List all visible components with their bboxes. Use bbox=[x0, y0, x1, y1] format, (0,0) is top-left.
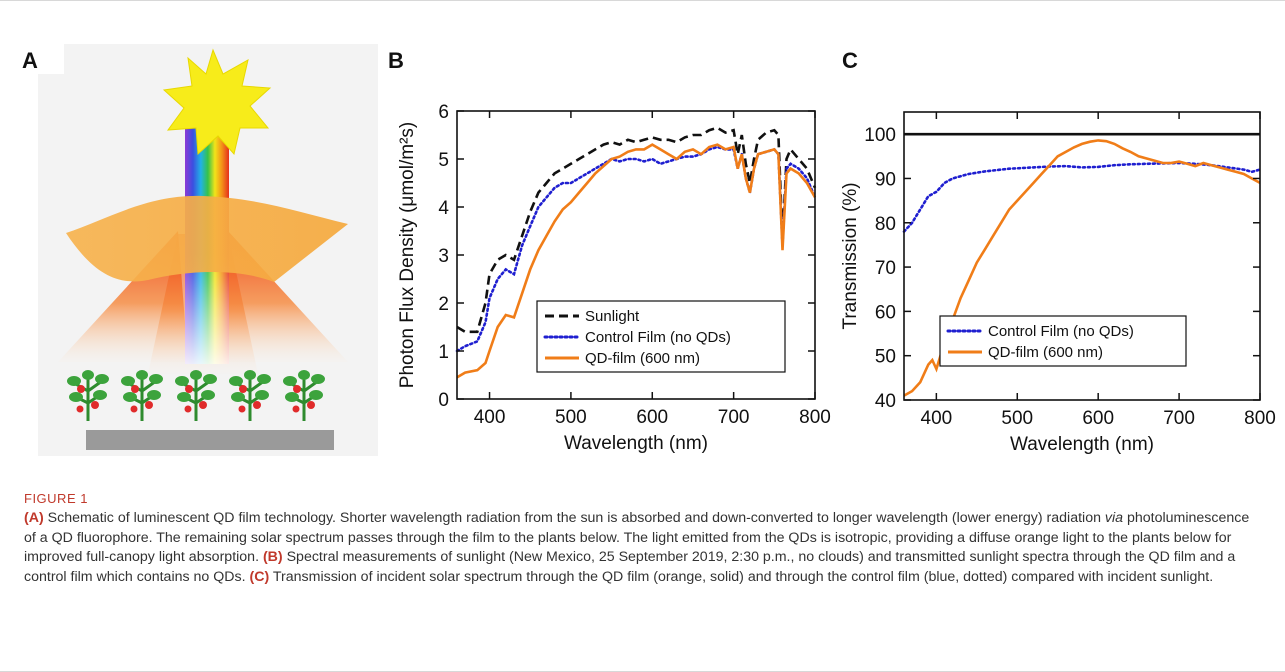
y-tick-label: 6 bbox=[438, 102, 449, 123]
x-tick-label: 400 bbox=[921, 408, 953, 429]
panel-c-letter: C bbox=[842, 48, 858, 73]
x-tick-label: 800 bbox=[1244, 408, 1276, 429]
top-divider bbox=[0, 0, 1285, 1]
tomato-plant-icon bbox=[67, 368, 327, 423]
transmission-chart: 400 500 600 700 800 40 50 60 70 80 90 100 Wavelength… bbox=[840, 111, 1276, 455]
panel-b-letter: B bbox=[388, 48, 404, 73]
x-tick-label: 800 bbox=[799, 407, 831, 428]
panel-a-letter: A bbox=[22, 48, 38, 73]
series-line bbox=[456, 143, 817, 379]
y-tick-label: 90 bbox=[875, 169, 896, 190]
y-tick-label: 2 bbox=[438, 294, 449, 315]
caption-a-text: Schematic of luminescent QD film technol… bbox=[43, 510, 1105, 526]
y-tick-label: 60 bbox=[875, 302, 896, 323]
legend-label: Control Film (no QDs) bbox=[585, 329, 731, 346]
caption-b-tag: (B) bbox=[262, 549, 283, 566]
caption-c-text: Transmission of incident solar spectrum … bbox=[269, 568, 1214, 585]
y-tick-label: 80 bbox=[875, 214, 896, 235]
series-line bbox=[456, 126, 817, 334]
caption-a-text2: photoluminescence of a QD fluorophore. T… bbox=[24, 510, 1250, 566]
legend-box bbox=[939, 315, 1187, 367]
y-tick-label: 100 bbox=[864, 125, 896, 146]
planter-tray-icon bbox=[86, 430, 334, 450]
y-tick-label: 50 bbox=[875, 347, 896, 368]
photon-flux-chart: 400 500 600 700 800 0 1 2 3 4 5 6 Wavelength (nm) Pho… bbox=[397, 102, 831, 454]
figure-label: FIGURE 1 bbox=[24, 491, 88, 506]
y-tick-label: 40 bbox=[875, 391, 896, 412]
series-line bbox=[903, 139, 1261, 397]
x-axis-label: Wavelength (nm) bbox=[564, 433, 708, 454]
x-tick-label: 700 bbox=[718, 407, 750, 428]
series-line bbox=[902, 161, 1262, 233]
schematic-illustration bbox=[38, 44, 378, 456]
figure-caption: (A) Schematic of luminescent QD film tec… bbox=[24, 509, 1264, 587]
x-tick-label: 500 bbox=[555, 407, 587, 428]
qd-film-icon bbox=[66, 195, 348, 282]
x-tick-label: 400 bbox=[474, 407, 506, 428]
y-tick-label: 3 bbox=[438, 246, 449, 267]
x-tick-label: 500 bbox=[1001, 408, 1033, 429]
y-axis-label: Transmission (%) bbox=[840, 182, 861, 329]
y-tick-label: 4 bbox=[438, 198, 449, 219]
y-tick-label: 70 bbox=[875, 258, 896, 279]
sun-icon bbox=[162, 48, 272, 156]
legend-label: QD-film (600 nm) bbox=[988, 344, 1103, 361]
caption-a-italic: via bbox=[1104, 510, 1124, 526]
y-tick-label: 1 bbox=[438, 342, 449, 363]
y-axis-label: Photon Flux Density (μmol/m²s) bbox=[397, 122, 418, 388]
y-tick-label: 0 bbox=[438, 390, 449, 411]
legend-label: QD-film (600 nm) bbox=[585, 350, 700, 367]
legend-label: Sunlight bbox=[585, 308, 640, 325]
x-axis-label: Wavelength (nm) bbox=[1010, 434, 1154, 455]
x-tick-label: 600 bbox=[1082, 408, 1114, 429]
x-tick-label: 700 bbox=[1163, 408, 1195, 429]
caption-a-tag: (A) bbox=[24, 510, 44, 526]
caption-b-text: Spectral measurements of sunlight (New M… bbox=[24, 549, 1236, 585]
plot-frame bbox=[903, 111, 1261, 401]
legend-label: Control Film (no QDs) bbox=[988, 323, 1134, 340]
y-tick-label: 5 bbox=[438, 150, 449, 171]
caption-c-tag: (C) bbox=[249, 568, 270, 585]
x-tick-label: 600 bbox=[636, 407, 668, 428]
